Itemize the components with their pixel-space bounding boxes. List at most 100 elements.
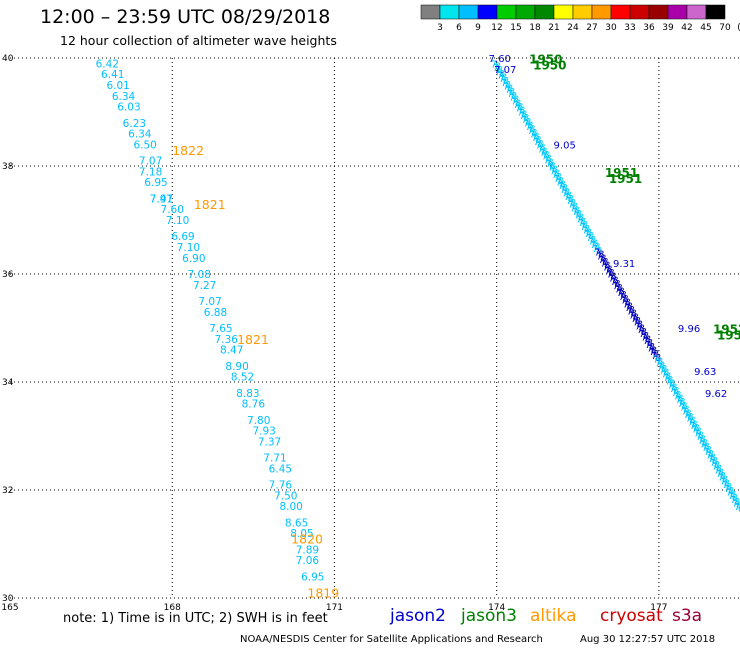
west-swh-label: 6.69: [171, 231, 194, 243]
y-tick-label: 38: [2, 162, 14, 172]
east-track-mark: 8: [602, 257, 608, 268]
east-track-mark: 8: [556, 172, 562, 183]
east-track-mark: 7: [547, 163, 553, 174]
legend-swatch: [458, 4, 479, 20]
east-time-label: 1950: [533, 58, 566, 72]
east-track-mark: 8: [594, 242, 600, 253]
east-track-mark: 7: [665, 377, 671, 388]
east-track-mark: 7: [655, 358, 661, 369]
east-track-mark: 7: [574, 211, 580, 222]
legend-swatch: [648, 4, 669, 20]
legend-swatch: [420, 4, 441, 20]
west-swh-label: 8.65: [285, 517, 308, 529]
west-swh-label: 7.71: [263, 453, 286, 465]
east-track-mark: 7: [552, 170, 558, 181]
footnote: note: 1) Time is in UTC; 2) SWH is in fe…: [63, 611, 328, 626]
east-swh-label: 7.07: [494, 65, 516, 76]
legend-label: (ft): [737, 23, 740, 33]
east-track-mark: 7: [517, 107, 523, 118]
satellite-s3a: s3a: [672, 606, 703, 626]
x-tick-label: 171: [326, 603, 343, 613]
west-swh-label: 7.37: [258, 436, 281, 448]
east-track-mark: 8: [545, 154, 551, 165]
x-tick-label: 168: [164, 603, 181, 613]
east-track-mark: 7: [568, 200, 574, 211]
east-track-mark: 7: [734, 502, 740, 513]
east-track-mark: 8: [659, 360, 665, 371]
legend-label: 21: [548, 23, 559, 33]
east-track-mark: 7: [732, 499, 738, 510]
east-track-mark: 7: [728, 491, 734, 502]
east-track-mark: 7: [507, 89, 513, 100]
west-swh-label: 7.50: [274, 490, 297, 502]
east-track-mark: 7: [590, 240, 596, 251]
east-track-mark: 7: [499, 74, 505, 85]
east-track-mark: 7: [606, 270, 612, 281]
east-track-mark: 7: [527, 126, 533, 137]
east-track-mark: 7: [497, 70, 503, 81]
east-track-mark: 7: [700, 439, 706, 450]
y-tick-label: 36: [2, 270, 14, 280]
east-track-mark: 8: [541, 146, 547, 157]
east-track-mark: 7: [659, 366, 665, 377]
east-track-mark: 7: [702, 443, 708, 454]
east-track-mark: 8: [667, 375, 673, 386]
east-track-mark: 7: [695, 432, 701, 443]
east-track-mark: 7: [649, 347, 655, 358]
east-swh-label: 9.63: [694, 367, 716, 378]
east-track-mark: 8: [728, 486, 734, 497]
generated-timestamp: Aug 30 12:27:57 UTC 2018: [580, 634, 716, 645]
east-track-mark: 8: [495, 61, 501, 72]
east-track-mark: 8: [732, 493, 738, 504]
east-track-mark: 8: [643, 331, 649, 342]
west-time-label: 1821: [237, 332, 269, 347]
east-track-mark: 8: [547, 157, 553, 168]
east-track-mark: 8: [712, 456, 718, 467]
east-track-mark: 7: [698, 436, 704, 447]
east-track-mark: 7: [675, 395, 681, 406]
x-tick-label: 174: [488, 603, 505, 613]
east-track-mark: 7: [556, 177, 562, 188]
east-track-mark: 8: [683, 405, 689, 416]
legend-swatch: [667, 4, 688, 20]
east-swh-label: 9.96: [678, 324, 700, 335]
chart-grid: 165 168 171 174 177 30 32 34 36 38 40: [1, 54, 740, 613]
east-track-mark: 8: [702, 438, 708, 449]
east-track-mark: 8: [570, 198, 576, 209]
east-track-mark: 7: [677, 399, 683, 410]
east-track-mark: 7: [720, 476, 726, 487]
east-track-mark: 8: [730, 489, 736, 500]
legend-label: 18: [529, 23, 541, 33]
track-layer: 7878787878787878787878787878787878787878…: [491, 59, 740, 515]
east-track-mark: 7: [620, 296, 626, 307]
y-tick-label: 34: [2, 378, 14, 388]
east-track-mark: 8: [566, 191, 572, 202]
east-track-mark: 8: [523, 113, 529, 124]
east-track-mark: 8: [695, 427, 701, 438]
east-track-mark: 8: [720, 471, 726, 482]
west-swh-label: 7.06: [296, 555, 320, 567]
east-track-mark: 7: [515, 104, 521, 115]
west-swh-label: 6.95: [144, 177, 167, 189]
east-track-mark: 7: [564, 192, 570, 203]
east-track-mark: 7: [663, 373, 669, 384]
west-swh-label: 8.05: [290, 528, 313, 540]
east-track-mark: 8: [580, 216, 586, 227]
east-track-mark: 7: [598, 255, 604, 266]
east-track-mark: 8: [685, 408, 691, 419]
east-track-mark: 8: [622, 294, 628, 305]
east-track-mark: 8: [708, 449, 714, 460]
west-swh-label: 7.89: [296, 544, 319, 556]
west-swh-label: 7.41: [150, 193, 173, 205]
east-track-mark: 8: [517, 102, 523, 113]
legend-swatch: [629, 4, 650, 20]
east-track-mark: 8: [501, 72, 507, 83]
west-swh-label: 8.83: [236, 388, 259, 400]
legend-swatch: [610, 4, 631, 20]
east-track-mark: 7: [710, 458, 716, 469]
east-track-mark: 8: [600, 253, 606, 264]
x-tick-label: 177: [650, 603, 667, 613]
east-track-mark: 7: [661, 369, 667, 380]
legend-swatch: [572, 4, 593, 20]
